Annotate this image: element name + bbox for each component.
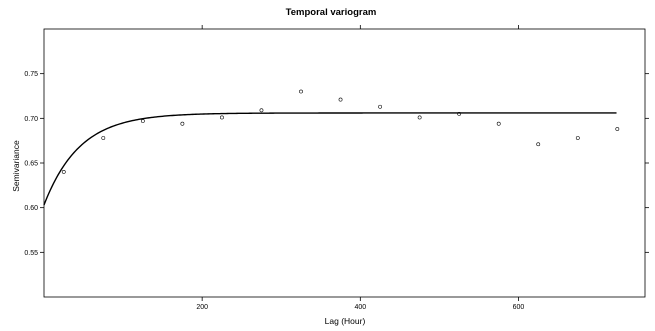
chart-title: Temporal variogram <box>286 7 377 18</box>
data-point <box>101 136 106 140</box>
data-point <box>378 104 382 109</box>
y-tick-label: 0.60 <box>24 205 38 212</box>
y-tick-label: 0.65 <box>24 161 38 168</box>
data-point <box>496 121 501 126</box>
y-axis-label: Semivariance <box>11 140 21 192</box>
x-tick-label: 400 <box>354 304 366 311</box>
variogram-model-line <box>43 112 617 206</box>
y-axis-ticks: 0.55 0.60 0.65 0.70 0.75 <box>24 71 649 257</box>
data-point <box>299 89 303 94</box>
data-point <box>417 115 422 120</box>
data-point <box>615 127 620 131</box>
data-point <box>180 121 185 126</box>
data-point <box>220 115 224 120</box>
data-point <box>140 119 145 123</box>
x-axis-label: Lag (Hour) <box>325 316 366 326</box>
y-tick-label: 0.70 <box>24 116 38 123</box>
x-tick-label: 200 <box>196 304 208 311</box>
plot-frame <box>43 28 646 298</box>
data-point <box>536 142 541 147</box>
data-point <box>259 108 264 113</box>
data-point <box>575 136 580 140</box>
data-point <box>457 111 462 116</box>
data-point <box>338 97 343 102</box>
data-point <box>61 170 66 174</box>
x-axis-ticks: 200 400 600 <box>196 25 524 311</box>
data-points <box>61 89 620 174</box>
y-tick-label: 0.75 <box>24 71 38 78</box>
x-tick-label: 600 <box>513 304 525 311</box>
y-tick-label: 0.55 <box>24 250 38 257</box>
